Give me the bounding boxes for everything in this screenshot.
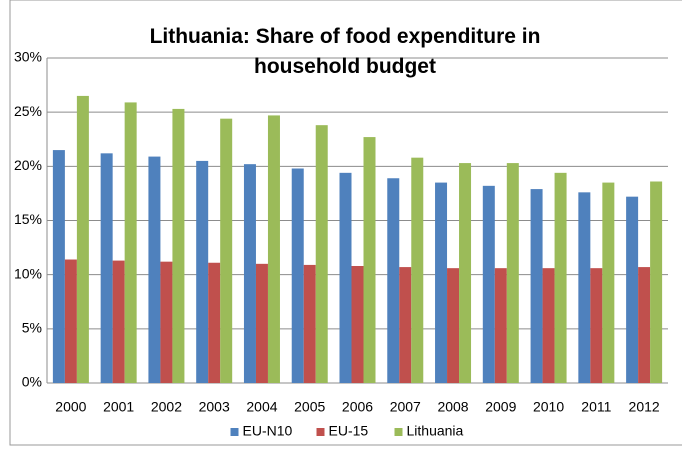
x-tick-label: 2003 [199,399,230,415]
bar [638,267,651,383]
legend-swatch [316,428,325,436]
bar [626,196,639,383]
bar [506,163,519,383]
chart-frame [9,0,682,446]
bar [148,156,161,383]
y-tick-label: 30% [14,49,42,65]
bar [578,192,591,383]
bar [554,172,567,383]
bar [363,137,376,383]
x-tick-label: 2009 [485,399,516,415]
legend-label: Lithuania [407,423,464,439]
x-tick-label: 2000 [55,399,86,415]
bar [243,164,256,383]
bar [542,268,555,383]
x-tick-label: 2011 [581,399,611,415]
bar [590,268,603,383]
bar [255,263,268,383]
bar [339,172,352,383]
y-tick-label: 0% [22,374,42,390]
bar [196,160,209,383]
y-tick-label: 25% [14,103,42,119]
bar [112,260,125,383]
x-tick-label: 2012 [629,399,660,415]
x-tick-label: 2010 [533,399,564,415]
bar [411,157,424,383]
bar [387,178,400,383]
x-tick-label: 2002 [151,399,182,415]
bar [160,261,173,383]
bar [459,163,472,383]
x-tick-label: 2001 [103,399,134,415]
bar [220,118,233,384]
bar [494,268,507,383]
bar [650,181,663,383]
bar [602,182,615,383]
legend-label: EU-N10 [243,423,293,439]
y-tick-label: 15% [14,211,42,227]
bar [351,266,364,383]
bar [447,268,460,383]
bar [52,150,65,383]
x-tick-label: 2007 [390,399,421,415]
bar [315,125,328,384]
bar [76,95,89,384]
bar [208,262,221,383]
bar [482,185,495,383]
chart-title: Lithuania: Share of food expenditure in … [149,25,541,78]
bar [303,264,316,383]
x-tick-label: 2008 [437,399,468,415]
bar [100,153,113,383]
bar [291,168,304,383]
bar [267,115,280,384]
y-tick-label: 5% [22,320,42,336]
bar [530,189,543,383]
legend-swatch [230,428,239,436]
bar [64,259,77,383]
y-tick-label: 10% [14,265,42,281]
bar [399,267,412,383]
x-tick-label: 2006 [342,399,373,415]
bar [124,102,137,384]
y-tick-label: 20% [14,157,42,173]
bar [435,182,448,383]
bar [172,108,185,384]
legend-swatch [394,428,403,436]
x-tick-label: 2004 [246,399,277,415]
x-tick-label: 2005 [294,399,325,415]
legend-label: EU-15 [329,423,369,439]
